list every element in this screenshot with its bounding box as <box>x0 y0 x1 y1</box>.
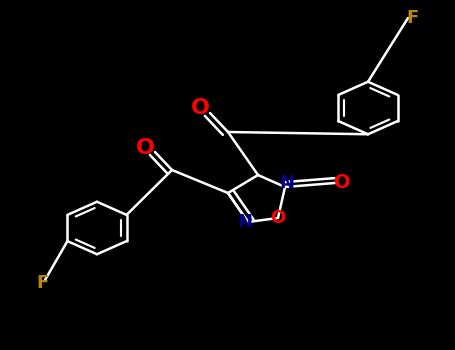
Text: O: O <box>334 173 350 191</box>
Text: F: F <box>37 274 49 292</box>
Text: F: F <box>407 9 419 27</box>
Text: N: N <box>238 213 253 231</box>
Text: O: O <box>191 98 209 118</box>
Text: N: N <box>279 174 294 192</box>
Text: O: O <box>136 138 155 158</box>
Text: O: O <box>270 209 286 227</box>
